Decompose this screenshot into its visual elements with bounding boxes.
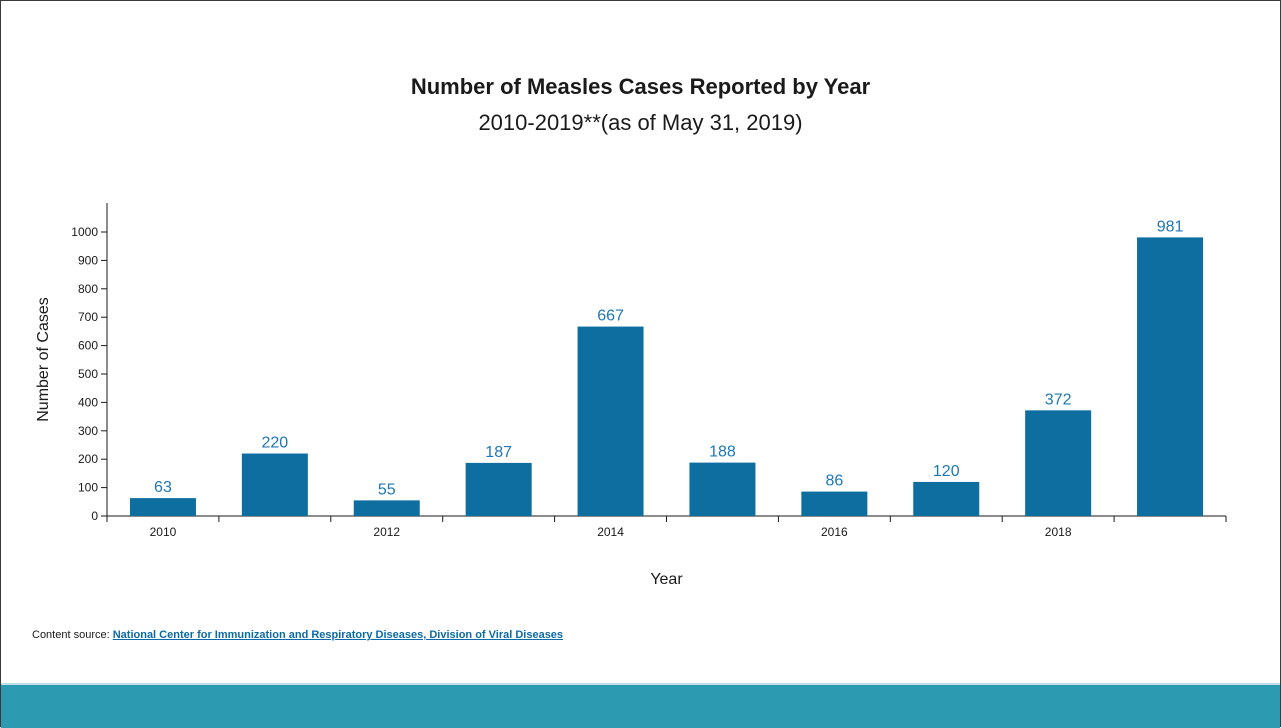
x-tick-label: 2018 — [1045, 525, 1072, 539]
bar-value-label: 55 — [378, 481, 396, 498]
x-tick-label: 2010 — [150, 525, 177, 539]
bar-value-label: 120 — [933, 463, 960, 480]
source-prefix: Content source: — [32, 629, 110, 641]
bar — [577, 326, 644, 516]
bar — [689, 462, 756, 516]
x-axis-label: Year — [650, 571, 683, 588]
y-tick-label: 500 — [78, 367, 98, 381]
x-tick-label: 2012 — [373, 525, 400, 539]
bar-value-label: 220 — [261, 435, 288, 452]
bar — [241, 453, 308, 516]
y-tick-label: 1000 — [71, 225, 98, 239]
bar-value-label: 188 — [709, 444, 736, 461]
y-tick-label: 200 — [78, 452, 98, 466]
footer-bar — [1, 683, 1280, 728]
x-tick-label: 2014 — [597, 525, 624, 539]
bar — [1137, 237, 1204, 516]
x-tick-label: 2016 — [821, 525, 848, 539]
y-tick-label: 700 — [78, 310, 98, 324]
bar-value-label: 63 — [154, 479, 172, 496]
bar — [465, 462, 532, 516]
bar — [1025, 410, 1092, 516]
y-tick-label: 0 — [91, 509, 98, 523]
content-source: Content source: National Center for Immu… — [32, 627, 672, 644]
bar-chart: 0 100 200 300 400 500 600 700 800 900 1000 Number o… — [35, 203, 1227, 588]
bar-value-label: 981 — [1157, 218, 1184, 235]
bar-value-label: 86 — [825, 473, 843, 490]
y-axis-label: Number of Cases — [35, 297, 52, 422]
bar-value-label: 187 — [485, 444, 512, 461]
bar — [353, 500, 420, 516]
bar — [913, 481, 980, 516]
source-link[interactable]: National Center for Immunization and Res… — [112, 629, 564, 641]
y-tick-label: 100 — [78, 481, 98, 495]
chart-subtitle: 2010-2019**(as of May 31, 2019) — [478, 110, 803, 135]
y-tick-label: 300 — [78, 424, 98, 438]
bar — [801, 491, 868, 516]
y-tick-label: 800 — [78, 282, 98, 296]
y-tick-label: 400 — [78, 395, 98, 409]
y-tick-label: 900 — [78, 253, 98, 267]
chart-title: Number of Measles Cases Reported by Year — [410, 74, 871, 99]
y-tick-label: 600 — [78, 339, 98, 353]
bar — [129, 498, 196, 516]
bar-value-label: 667 — [597, 308, 624, 325]
bar-value-label: 372 — [1045, 391, 1072, 408]
